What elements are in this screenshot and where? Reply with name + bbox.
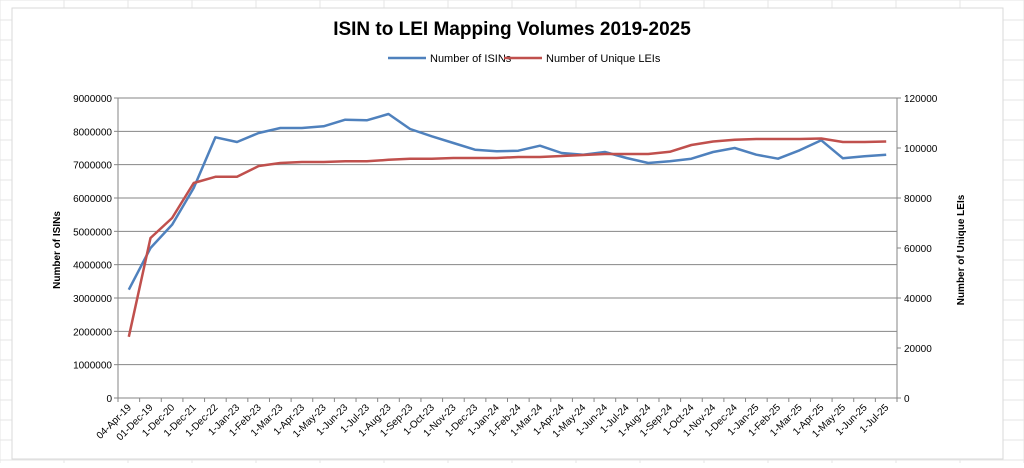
y2-axis-label: Number of Unique LEIs: [956, 194, 967, 305]
plot-gridlines: [114, 97, 898, 399]
right-tick-label: 100000: [904, 144, 938, 155]
left-tick-label: 1000000: [73, 361, 112, 372]
right-axis-tick-labels: 0 20000 40000 60000 80000 100000 120000: [897, 94, 938, 405]
left-tick-label: 6000000: [73, 194, 112, 205]
right-tick-label: 20000: [904, 344, 932, 355]
left-tick-label: 3000000: [73, 294, 112, 305]
series-line-leis[interactable]: [127, 137, 887, 338]
chart-title: ISIN to LEI Mapping Volumes 2019-2025: [333, 19, 691, 40]
right-tick-label: 80000: [904, 194, 932, 205]
legend-label-leis: Number of Unique LEIs: [546, 53, 661, 65]
right-tick-label: 40000: [904, 294, 932, 305]
right-tick-label: 0: [904, 394, 910, 405]
series-lines: [127, 112, 887, 338]
right-tick-label: 120000: [904, 94, 938, 105]
y-axis-label: Number of ISINs: [52, 211, 63, 289]
left-tick-label: 5000000: [73, 227, 112, 238]
legend[interactable]: Number of ISINs Number of Unique LEIs: [388, 53, 661, 65]
left-tick-label: 8000000: [73, 127, 112, 138]
left-tick-label: 4000000: [73, 261, 112, 272]
left-tick-label: 0: [106, 394, 112, 405]
chart-area[interactable]: [11, 7, 1004, 460]
left-tick-label: 7000000: [73, 161, 112, 172]
left-tick-label: 2000000: [73, 327, 112, 338]
left-tick-label: 9000000: [73, 94, 112, 105]
series-line-isins[interactable]: [127, 112, 887, 291]
legend-label-isins: Number of ISINs: [430, 53, 512, 65]
left-axis-tick-labels: 0 1000000 2000000 3000000 4000000 5000000 6000…: [73, 94, 112, 405]
right-tick-label: 60000: [904, 244, 932, 255]
